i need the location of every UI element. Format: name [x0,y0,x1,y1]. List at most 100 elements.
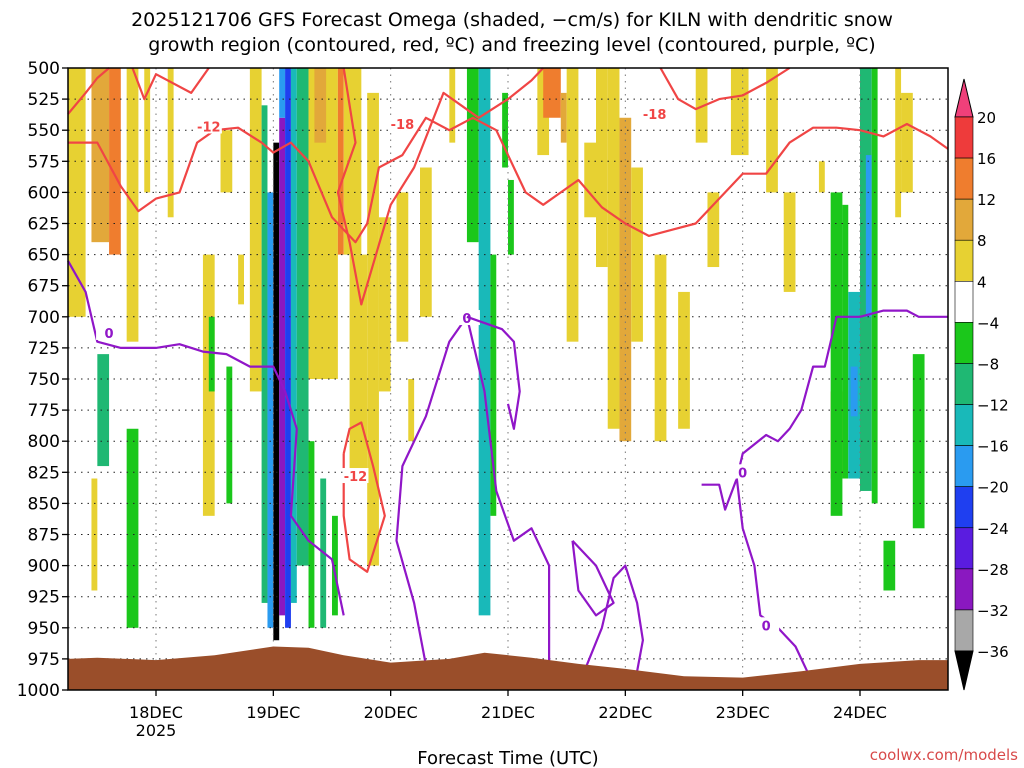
omega-cell [631,167,643,342]
omega-cell [337,68,344,255]
colorbar-box [954,198,974,241]
red-contour-label: -12 [344,470,368,485]
red-contour-line [342,421,386,573]
y-tick-label: 525 [28,90,60,110]
y-tick-label: 775 [28,401,60,421]
red-contour-label: -18 [391,118,415,133]
colorbar-label: 16 [977,150,996,168]
y-tick-label: 925 [28,588,60,608]
omega-cell [126,428,139,628]
y-tick-label: 875 [28,526,60,546]
colorbar-label: 8 [977,232,987,250]
omega-cell [367,92,379,566]
omega-cell [865,155,872,317]
colorbar-box [954,609,974,652]
omega-cell [707,192,720,268]
omega-cell [343,68,362,255]
credit-text: coolwx.com/models [870,746,1018,764]
freezing-contour-label: 0 [762,619,771,634]
omega-cell [126,68,139,342]
x-tick-label: 22DEC [598,703,652,722]
freezing-contour-label: 0 [105,327,114,342]
freezing-contour-label: 0 [738,466,747,481]
colorbar-label: 12 [977,191,996,209]
omega-cell [766,68,778,193]
omega-cell [285,68,291,628]
freezing-contour-line [67,260,345,616]
colorbar-label: −8 [977,355,999,373]
freezing-level-contours: 0 0 0 0 [67,260,948,672]
terrain-fill [68,646,948,690]
x-tick-sublabel: 2025 [136,721,177,740]
colorbar-box [954,363,974,405]
omega-cell [783,192,796,292]
omega-cell [895,68,902,218]
colorbar-label: −36 [977,643,1009,661]
y-tick-label: 850 [28,494,60,514]
freezing-contour-label: 0 [462,312,471,327]
y-tick-label: 950 [28,619,60,639]
y-tick-label: 600 [28,183,60,203]
y-tick-label: 625 [28,215,60,235]
omega-cell [566,68,579,342]
omega-cell [818,161,825,193]
omega-cell [314,68,327,143]
colorbar-label: −16 [977,438,1009,456]
omega-cell [208,316,215,392]
omega-cell [91,68,110,243]
colorbar-box [954,157,974,200]
y-tick-label: 725 [28,339,60,359]
y-tick-label: 700 [28,308,60,328]
terrain-ground [68,646,948,690]
y-tick-label: 650 [28,246,60,266]
y-axis: 500 525 550 575 600 625 650 675 700 725 750 775 800 8… [17,59,68,701]
red-contour-label-bg [342,468,369,484]
x-tick-label: 21DEC [481,703,535,722]
omega-cell [279,117,286,616]
omega-cell [543,68,561,118]
omega-cell [290,68,297,603]
y-tick-label: 1000 [17,681,60,701]
y-tick-label: 550 [28,121,60,141]
dendritic-growth-contours: -12-12-18-18-18-12 [67,67,949,573]
omega-cell [466,68,479,243]
omega-cell [249,68,262,392]
y-tick-label: 975 [28,650,60,670]
omega-cell [502,92,508,168]
colorbar-label: 20 [977,109,996,127]
red-contour-label: -12 [197,120,221,135]
freezing-contour-line [395,315,551,672]
colorbar-box [954,281,974,323]
omega-cell [695,68,708,143]
x-tick-label: 24DEC [833,703,887,722]
omega-cell [508,179,514,255]
freezing-contour-label-bg [753,617,780,633]
omega-cell [220,130,233,193]
omega-cell [273,142,280,641]
omega-cell [607,68,620,429]
freezing-contour-label-bg [96,324,123,340]
colorbar-label: −32 [977,602,1009,620]
y-tick-label: 750 [28,370,60,390]
omega-cell [490,254,497,516]
y-tick-label: 900 [28,557,60,577]
x-tick-label: 20DEC [364,703,418,722]
colorbar-label: −4 [977,314,999,332]
colorbar-box [954,116,974,159]
colorbar-label: −24 [977,520,1009,538]
colorbar-box [954,445,974,487]
omega-cell [537,68,550,156]
omega-cell [850,366,858,417]
colorbar-box [954,568,974,611]
red-contour-line [336,67,545,306]
colorbar-min-triangle [954,650,974,691]
freezing-contour-label-bg [729,464,756,480]
red-contour-label-bg [641,106,668,122]
x-axis-label: Forecast Time (UTC) [417,748,598,768]
omega-cell [901,92,913,193]
omega-cell [883,540,896,591]
omega-cell [97,354,110,467]
colorbar-label: −28 [977,561,1009,579]
